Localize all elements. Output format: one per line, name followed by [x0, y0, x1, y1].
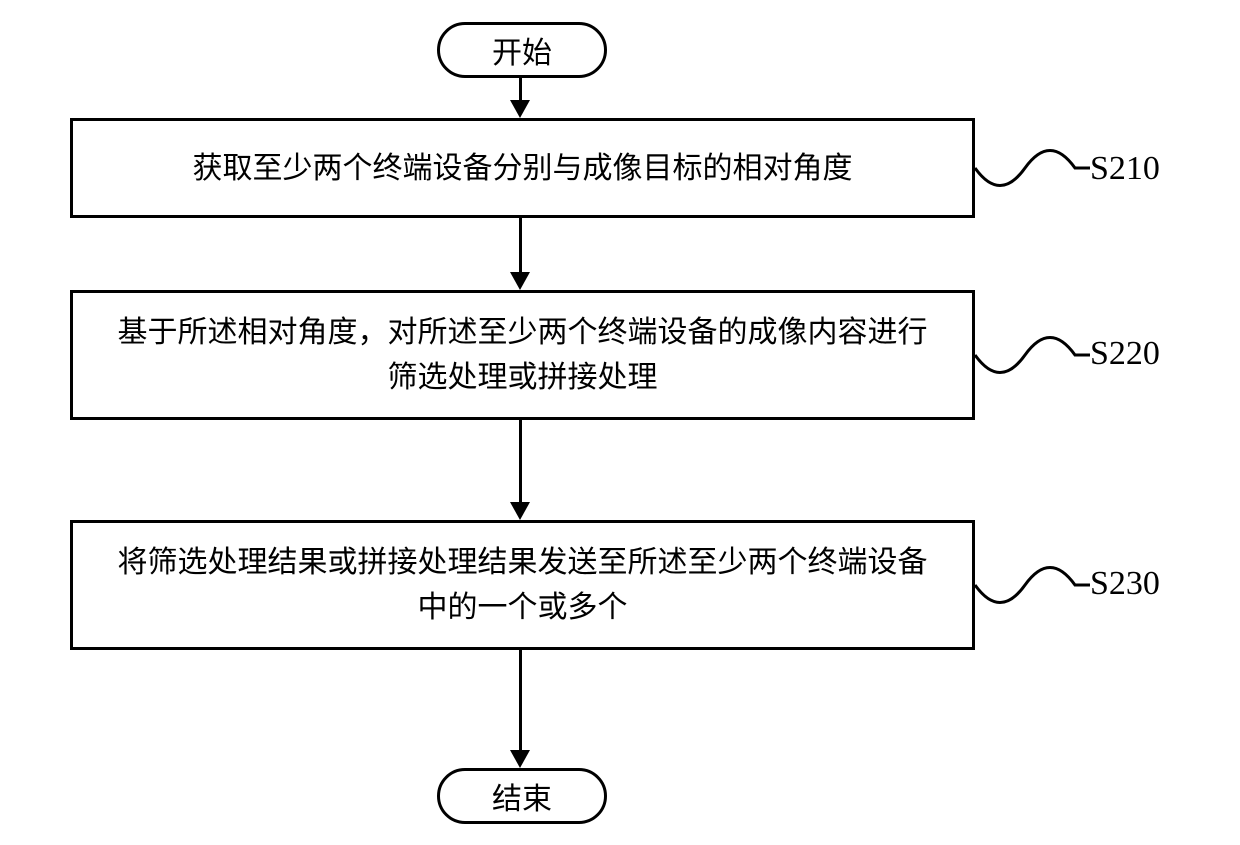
process-s210: 获取至少两个终端设备分别与成像目标的相对角度	[70, 118, 975, 218]
arrow-line	[519, 420, 522, 502]
process-text: 将筛选处理结果或拼接处理结果发送至所述至少两个终端设备中的一个或多个	[103, 540, 942, 630]
arrow-head	[510, 502, 530, 520]
step-label-s220: S220	[1090, 335, 1160, 373]
connector-squiggle	[975, 545, 1090, 625]
arrow-line	[519, 650, 522, 750]
process-text: 获取至少两个终端设备分别与成像目标的相对角度	[193, 146, 853, 191]
connector-squiggle	[975, 315, 1090, 395]
end-text: 结束	[492, 774, 552, 818]
arrow-head	[510, 272, 530, 290]
arrow-head	[510, 750, 530, 768]
start-text: 开始	[492, 28, 552, 72]
step-label-s210: S210	[1090, 150, 1160, 188]
end-terminator: 结束	[437, 768, 607, 824]
connector-squiggle	[975, 128, 1090, 208]
flowchart-canvas: 开始 获取至少两个终端设备分别与成像目标的相对角度 S210 基于所述相对角度，…	[0, 0, 1240, 845]
arrow-line	[519, 78, 522, 100]
process-s220: 基于所述相对角度，对所述至少两个终端设备的成像内容进行筛选处理或拼接处理	[70, 290, 975, 420]
step-label-s230: S230	[1090, 565, 1160, 603]
arrow-line	[519, 218, 522, 272]
process-s230: 将筛选处理结果或拼接处理结果发送至所述至少两个终端设备中的一个或多个	[70, 520, 975, 650]
arrow-head	[510, 100, 530, 118]
start-terminator: 开始	[437, 22, 607, 78]
process-text: 基于所述相对角度，对所述至少两个终端设备的成像内容进行筛选处理或拼接处理	[103, 310, 942, 400]
